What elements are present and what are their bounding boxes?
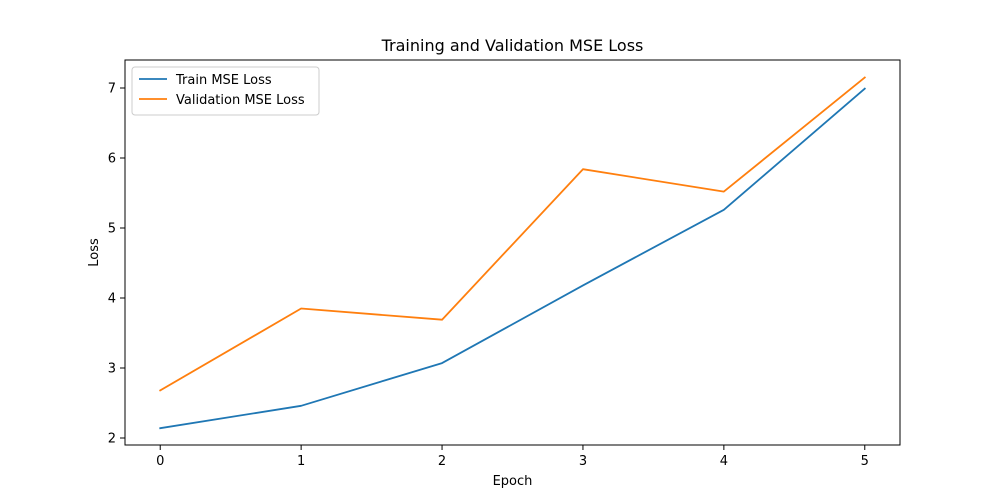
y-axis-label: Loss	[87, 238, 102, 267]
legend-label-validation: Validation MSE Loss	[176, 93, 305, 108]
legend-label-train: Train MSE Loss	[175, 73, 272, 88]
x-tick-label: 5	[861, 454, 869, 469]
y-tick-label: 6	[108, 152, 116, 167]
y-tick-label: 3	[108, 362, 116, 377]
series-lines	[158, 76, 867, 430]
y-tick-label: 7	[108, 82, 116, 97]
x-tick-label: 2	[438, 454, 446, 469]
legend-box	[131, 66, 320, 116]
y-tick-label: 5	[108, 222, 116, 237]
y-axis: 2 3 4 5 6 7	[108, 82, 125, 447]
x-tick-label: 4	[720, 454, 728, 469]
x-axis-label: Epoch	[493, 474, 533, 489]
chart-title: Training and Validation MSE Loss	[381, 36, 644, 55]
x-tick-label: 1	[297, 454, 305, 469]
y-tick-label: 2	[108, 432, 116, 447]
x-axis: 0 1 2 3 4 5	[156, 445, 869, 469]
x-tick-label: 0	[156, 454, 164, 469]
legend: Train MSE Loss Validation MSE Loss	[131, 66, 320, 116]
y-tick-label: 4	[108, 292, 116, 307]
series-line-validation	[158, 76, 867, 392]
series-line-train	[159, 87, 867, 430]
plot-area	[124, 59, 901, 446]
x-tick-label: 3	[579, 454, 587, 469]
